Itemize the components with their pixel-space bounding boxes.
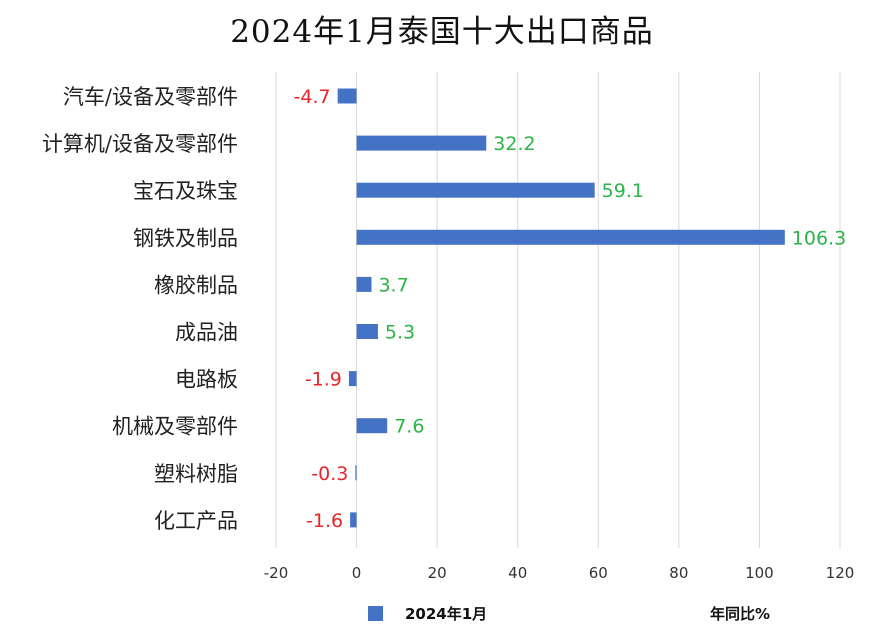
- bar-7: [356, 418, 388, 434]
- data-label-8: -0.3: [311, 463, 348, 485]
- category-label-9: 化工产品: [154, 509, 238, 533]
- x-axis-label: 年同比%: [710, 605, 771, 623]
- chart-title: 2024年1月泰国十大出口商品: [230, 14, 654, 50]
- data-label-3: 106.3: [792, 227, 846, 249]
- bars: [337, 88, 785, 528]
- bar-2: [356, 182, 595, 198]
- grid-lines: [275, 72, 841, 548]
- category-labels: 汽车/设备及零部件计算机/设备及零部件宝石及珠宝钢铁及制品橡胶制品成品油电路板机…: [42, 85, 238, 533]
- category-label-1: 计算机/设备及零部件: [42, 132, 238, 156]
- category-label-6: 电路板: [175, 368, 238, 392]
- data-label-1: 32.2: [493, 133, 535, 155]
- x-tick-label-7: 120: [826, 564, 855, 582]
- data-label-2: 59.1: [602, 180, 644, 202]
- category-label-5: 成品油: [175, 321, 238, 345]
- legend-swatch: [368, 605, 383, 621]
- category-label-0: 汽车/设备及零部件: [63, 85, 238, 109]
- x-tick-label-2: 20: [428, 564, 447, 582]
- data-label-6: -1.9: [305, 369, 342, 391]
- category-label-2: 宝石及珠宝: [133, 179, 238, 203]
- x-tick-label-1: 0: [352, 564, 362, 582]
- category-label-4: 橡胶制品: [154, 273, 238, 297]
- bar-3: [356, 229, 785, 245]
- bar-8: [355, 465, 357, 481]
- legend: 2024年1月: [368, 600, 487, 626]
- x-tick-label-5: 80: [669, 564, 688, 582]
- category-label-8: 塑料树脂: [154, 462, 238, 486]
- bar-0: [337, 88, 357, 104]
- bar-6: [348, 371, 357, 387]
- x-tick-label-6: 100: [745, 564, 774, 582]
- data-label-0: -4.7: [294, 86, 331, 108]
- legend-label: 2024年1月: [405, 604, 488, 623]
- data-label-4: 3.7: [378, 274, 408, 296]
- bar-1: [356, 135, 487, 151]
- category-label-3: 钢铁及制品: [133, 226, 238, 250]
- bar-5: [356, 324, 378, 339]
- bar-9: [350, 512, 357, 528]
- data-label-9: -1.6: [306, 510, 343, 532]
- x-tick-label-4: 60: [589, 564, 608, 582]
- category-label-7: 机械及零部件: [112, 415, 238, 439]
- x-tick-labels: -20 0 20 40 60 80 100 120: [264, 564, 855, 582]
- bar-4: [356, 276, 372, 292]
- x-tick-label-0: -20: [264, 564, 289, 582]
- x-tick-label-3: 40: [508, 564, 527, 582]
- data-label-7: 7.6: [394, 416, 424, 438]
- data-labels: -4.7 32.2 59.1 106.3 3.7 5.3 -1.9 7.6 -0.3 -1.6: [294, 86, 847, 532]
- data-label-5: 5.3: [385, 322, 415, 344]
